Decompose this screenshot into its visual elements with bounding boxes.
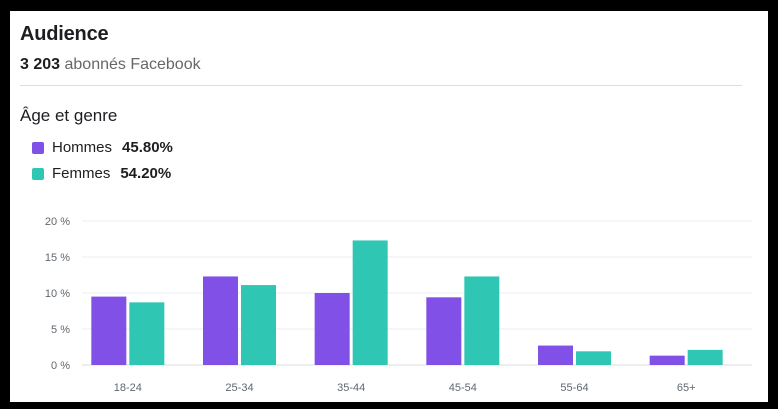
bar-femmes-25-34[interactable]	[241, 285, 276, 365]
legend-label-hommes: Hommes	[52, 139, 113, 156]
y-tick-label: 10 %	[45, 288, 70, 300]
subscribers-summary: 3 203 abonnés Facebook	[20, 56, 201, 74]
legend-value-femmes: 54.20%	[120, 165, 172, 182]
x-tick-label: 25-34	[225, 382, 253, 394]
audience-card: Audience 3 203 abonnés Facebook Âge et g…	[10, 11, 768, 402]
bar-hommes-25-34[interactable]	[203, 276, 238, 365]
x-tick-label: 65+	[677, 382, 696, 394]
x-tick-label: 35-44	[337, 382, 365, 394]
bar-femmes-55-64[interactable]	[576, 351, 611, 365]
y-tick-label: 15 %	[45, 252, 70, 264]
bar-femmes-65+[interactable]	[687, 349, 723, 365]
bar-hommes-65+[interactable]	[649, 355, 685, 365]
y-tick-label: 0 %	[51, 360, 70, 372]
y-tick-label: 5 %	[51, 324, 70, 336]
legend-value-hommes: 45.80%	[122, 139, 173, 156]
legend-swatch-hommes	[32, 141, 44, 154]
legend-item-hommes: Hommes 45.80%	[32, 139, 173, 156]
subscribers-label: abonnés Facebook	[64, 56, 201, 73]
bar-femmes-35-44[interactable]	[352, 240, 388, 365]
bar-hommes-45-54[interactable]	[426, 297, 462, 365]
bar-hommes-18-24[interactable]	[91, 296, 127, 365]
page-title: Audience	[20, 23, 109, 45]
bar-hommes-55-64[interactable]	[538, 345, 573, 365]
y-tick-label: 20 %	[45, 216, 70, 228]
x-tick-label: 55-64	[560, 382, 588, 394]
x-tick-label: 18-24	[114, 382, 142, 394]
subscribers-count: 3 203	[20, 56, 61, 73]
bar-hommes-35-44[interactable]	[314, 293, 350, 365]
section-title: Âge et genre	[20, 106, 118, 125]
legend-label-femmes: Femmes	[52, 165, 111, 182]
divider	[20, 85, 742, 86]
x-tick-label: 45-54	[449, 382, 477, 394]
bar-femmes-45-54[interactable]	[464, 276, 500, 365]
legend-swatch-femmes	[32, 167, 44, 180]
bar-femmes-18-24[interactable]	[129, 302, 165, 365]
legend-item-femmes: Femmes 54.20%	[32, 165, 171, 182]
age-gender-bar-chart: 0 % 5 % 10 % 15 % 20 % 18-24 25-34 35-44 45-54 55…	[45, 216, 752, 394]
